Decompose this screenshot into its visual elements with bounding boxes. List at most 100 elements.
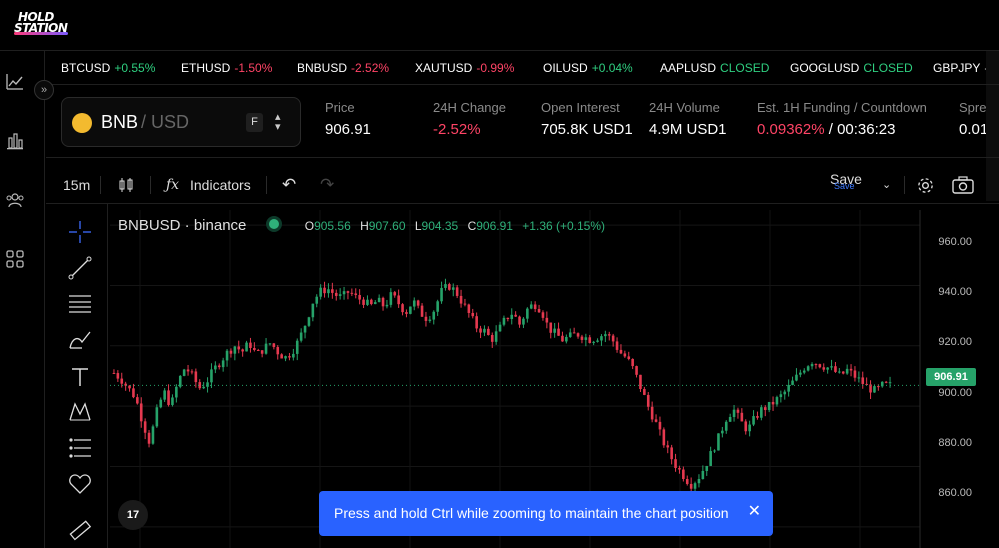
candle-body [412, 300, 416, 307]
candle-body [307, 317, 311, 326]
bank-icon[interactable] [6, 132, 24, 150]
candle-body [580, 336, 584, 340]
heart-icon[interactable] [68, 472, 92, 496]
stat-funding: Est. 1H Funding / Countdown 0.09362% / 0… [757, 100, 927, 138]
candle-body [744, 421, 748, 432]
close-icon[interactable]: ✕ [747, 503, 761, 520]
candle-body [514, 314, 517, 317]
candle-body [444, 284, 447, 288]
redo-icon[interactable]: ↷ [320, 175, 335, 194]
candle-body [498, 324, 502, 332]
open-label: O [304, 219, 315, 233]
candle-body [136, 397, 139, 404]
pair-selector[interactable]: BNB / USD F ▴ ▾ [61, 97, 301, 147]
prediction-icon[interactable] [68, 436, 92, 460]
stat-price: Price 906.91 [325, 100, 371, 138]
candle-body [397, 295, 400, 305]
candle-body [697, 479, 701, 484]
candle-body [440, 287, 443, 302]
candle-body [861, 377, 865, 384]
ticker-item[interactable]: GBPJPY- [933, 61, 988, 75]
stat-open-interest: Open Interest 705.8K USD1 [541, 100, 633, 138]
logo-swoosh [14, 32, 68, 35]
toolbar-separator [150, 176, 151, 194]
candle-body [373, 302, 377, 305]
undo-icon[interactable]: ↶ [282, 175, 297, 194]
left-nav [0, 51, 45, 548]
ticker-item[interactable]: AAPLUSD CLOSED [660, 61, 769, 75]
ticker-change: +0.04% [591, 61, 633, 75]
candle-body [787, 384, 790, 392]
candle-body [576, 333, 580, 337]
candle-body [490, 334, 494, 342]
candle-body [584, 337, 588, 340]
ticker-symbol: GBPJPY [933, 61, 981, 75]
candle-body [631, 358, 634, 367]
candle-body [147, 432, 151, 444]
brush-icon[interactable] [68, 328, 92, 352]
low-label: L [414, 219, 422, 233]
candle-body [295, 340, 299, 354]
market-status-icon [268, 219, 279, 229]
camera-icon[interactable] [952, 176, 974, 194]
high-label: H [360, 219, 369, 233]
candle-body [346, 291, 350, 293]
chevron-down-icon[interactable]: ⌄ [882, 179, 892, 191]
candle-body [151, 426, 155, 444]
ticker-scroll-right[interactable] [986, 51, 999, 201]
candle-body [459, 295, 463, 304]
candle-body [268, 343, 272, 345]
candle-body [795, 374, 798, 381]
ruler-icon[interactable] [68, 518, 92, 542]
candle-body [385, 304, 389, 307]
candle-body [237, 346, 241, 350]
candle-body [178, 375, 182, 387]
gear-icon[interactable] [916, 176, 935, 195]
ticker-item[interactable]: GOOGLUSD CLOSED [790, 61, 913, 75]
candle-body [888, 382, 892, 384]
candle-body [299, 332, 303, 341]
fx-icon[interactable]: ƒx [166, 177, 180, 193]
pattern-icon[interactable] [68, 400, 92, 424]
candle-body [568, 332, 572, 337]
candle-body [841, 371, 845, 374]
price-chart[interactable]: BNBUSD · binance O905.56 H907.60 L904.35… [110, 210, 999, 548]
fib-lines-icon[interactable] [68, 292, 92, 316]
save-sublabel: Save [834, 181, 855, 191]
candle-body [752, 416, 755, 425]
ticker-item[interactable]: BTCUSD +0.55% [61, 61, 155, 75]
crosshair-icon[interactable] [68, 220, 92, 244]
candle-body [342, 291, 346, 295]
ticker-change: -0.99% [476, 61, 515, 75]
ticker-item[interactable]: XAUTUSD -0.99% [415, 61, 514, 75]
ticker-symbol: BNBUSD [297, 61, 348, 75]
candles-icon[interactable] [118, 177, 134, 193]
grid-icon[interactable] [6, 250, 24, 268]
ticker-item[interactable]: ETHUSD -1.50% [181, 61, 272, 75]
interval-selector[interactable]: 15m [63, 177, 91, 193]
stat-label: Open Interest [541, 100, 620, 115]
candle-body [529, 304, 533, 309]
ticker-item[interactable]: BNBUSD -2.52% [297, 61, 389, 75]
zoom-hint-toast: Press and hold Ctrl while zooming to mai… [319, 491, 773, 536]
stat-value: 705.8K USD1 [541, 121, 633, 138]
ticker-item[interactable]: OILUSD +0.04% [543, 61, 633, 75]
ticker-symbol: BTCUSD [61, 61, 111, 75]
tradingview-logo[interactable]: 17 [118, 500, 148, 530]
ticker-symbol: OILUSD [543, 61, 588, 75]
expand-sidebar-button[interactable]: » [34, 80, 54, 100]
save-button[interactable]: Save [830, 171, 862, 187]
chart-canvas[interactable] [110, 210, 999, 548]
candle-body [654, 419, 658, 422]
candle-body [463, 303, 467, 305]
text-tool-icon[interactable] [68, 365, 92, 389]
indicators-button[interactable]: Indicators [190, 177, 251, 193]
candle-body [615, 341, 619, 350]
chart-symbol[interactable]: BNBUSD · binance [118, 217, 247, 234]
users-icon[interactable] [6, 191, 24, 209]
chart-line-icon[interactable] [6, 73, 24, 91]
trend-line-icon[interactable] [68, 256, 92, 280]
candle-body [658, 421, 662, 430]
y-axis-tick: 860.00 [938, 487, 972, 499]
holdstation-logo[interactable]: HOLD STATION [14, 10, 74, 36]
